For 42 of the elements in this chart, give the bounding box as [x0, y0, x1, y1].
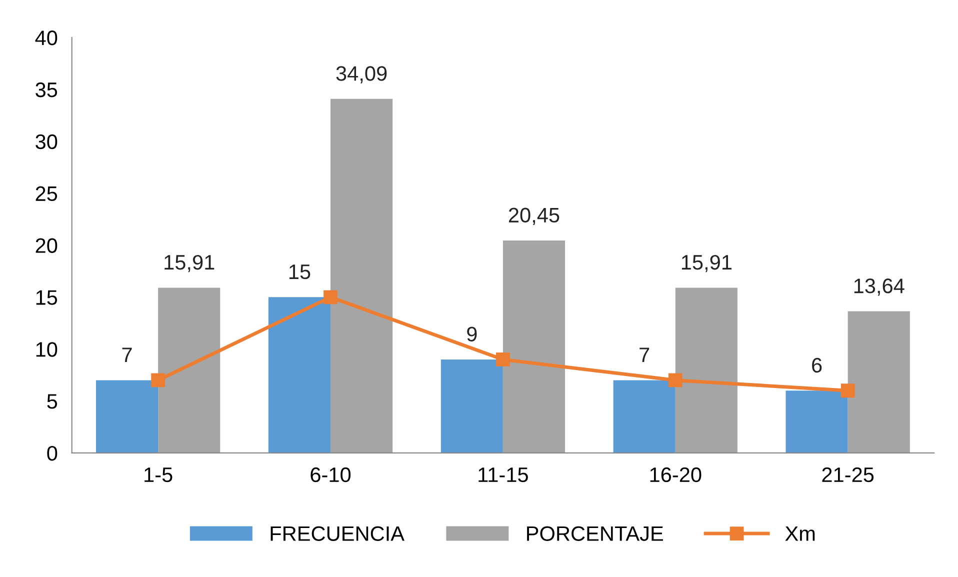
- y-tick-label: 30: [36, 134, 58, 150]
- data-label: 15: [289, 264, 310, 280]
- data-label: 13,64: [854, 278, 904, 296]
- bar: [675, 288, 738, 453]
- y-tick-label: 5: [47, 394, 58, 409]
- y-tick-label: 10: [36, 342, 58, 357]
- data-label: 15,91: [682, 254, 732, 272]
- data-label: 7: [122, 348, 132, 362]
- y-tick-label: 0: [47, 446, 58, 461]
- y-tick-label: 15: [36, 290, 58, 305]
- bar: [786, 390, 848, 453]
- data-label: 15,91: [164, 254, 214, 272]
- data-label: 9: [467, 326, 477, 342]
- data-label: 6: [812, 358, 822, 373]
- bar: [440, 359, 503, 453]
- bar: [613, 380, 676, 453]
- bar: [158, 288, 220, 453]
- legend-label: PORCENTAJE: [527, 526, 663, 542]
- y-tick-label: 35: [36, 82, 58, 98]
- x-tick-label: 1-5: [144, 468, 172, 482]
- data-label: 34,09: [336, 66, 387, 84]
- point: [324, 290, 338, 304]
- point: [840, 384, 855, 398]
- x-tick-label: 16-20: [650, 467, 702, 482]
- bar: [96, 380, 158, 453]
- x-tick-label: 11-15: [478, 468, 528, 482]
- data-label: 7: [640, 348, 650, 362]
- bar: [848, 311, 910, 453]
- y-tick-label: 20: [36, 238, 58, 253]
- bar: [330, 98, 393, 453]
- bar: [268, 297, 331, 453]
- point: [668, 373, 682, 388]
- point: [151, 373, 166, 388]
- point: [496, 352, 510, 366]
- y-tick-label: 25: [36, 186, 58, 202]
- legend-label: FRECUENCIA: [270, 526, 404, 542]
- x-tick-label: 21-25: [822, 467, 874, 482]
- x-tick-label: 6-10: [310, 467, 351, 482]
- legend-label: Xm: [785, 526, 815, 541]
- data-label: 20,45: [508, 208, 560, 226]
- y-tick-label: 40: [35, 30, 58, 46]
- bar: [502, 240, 566, 453]
